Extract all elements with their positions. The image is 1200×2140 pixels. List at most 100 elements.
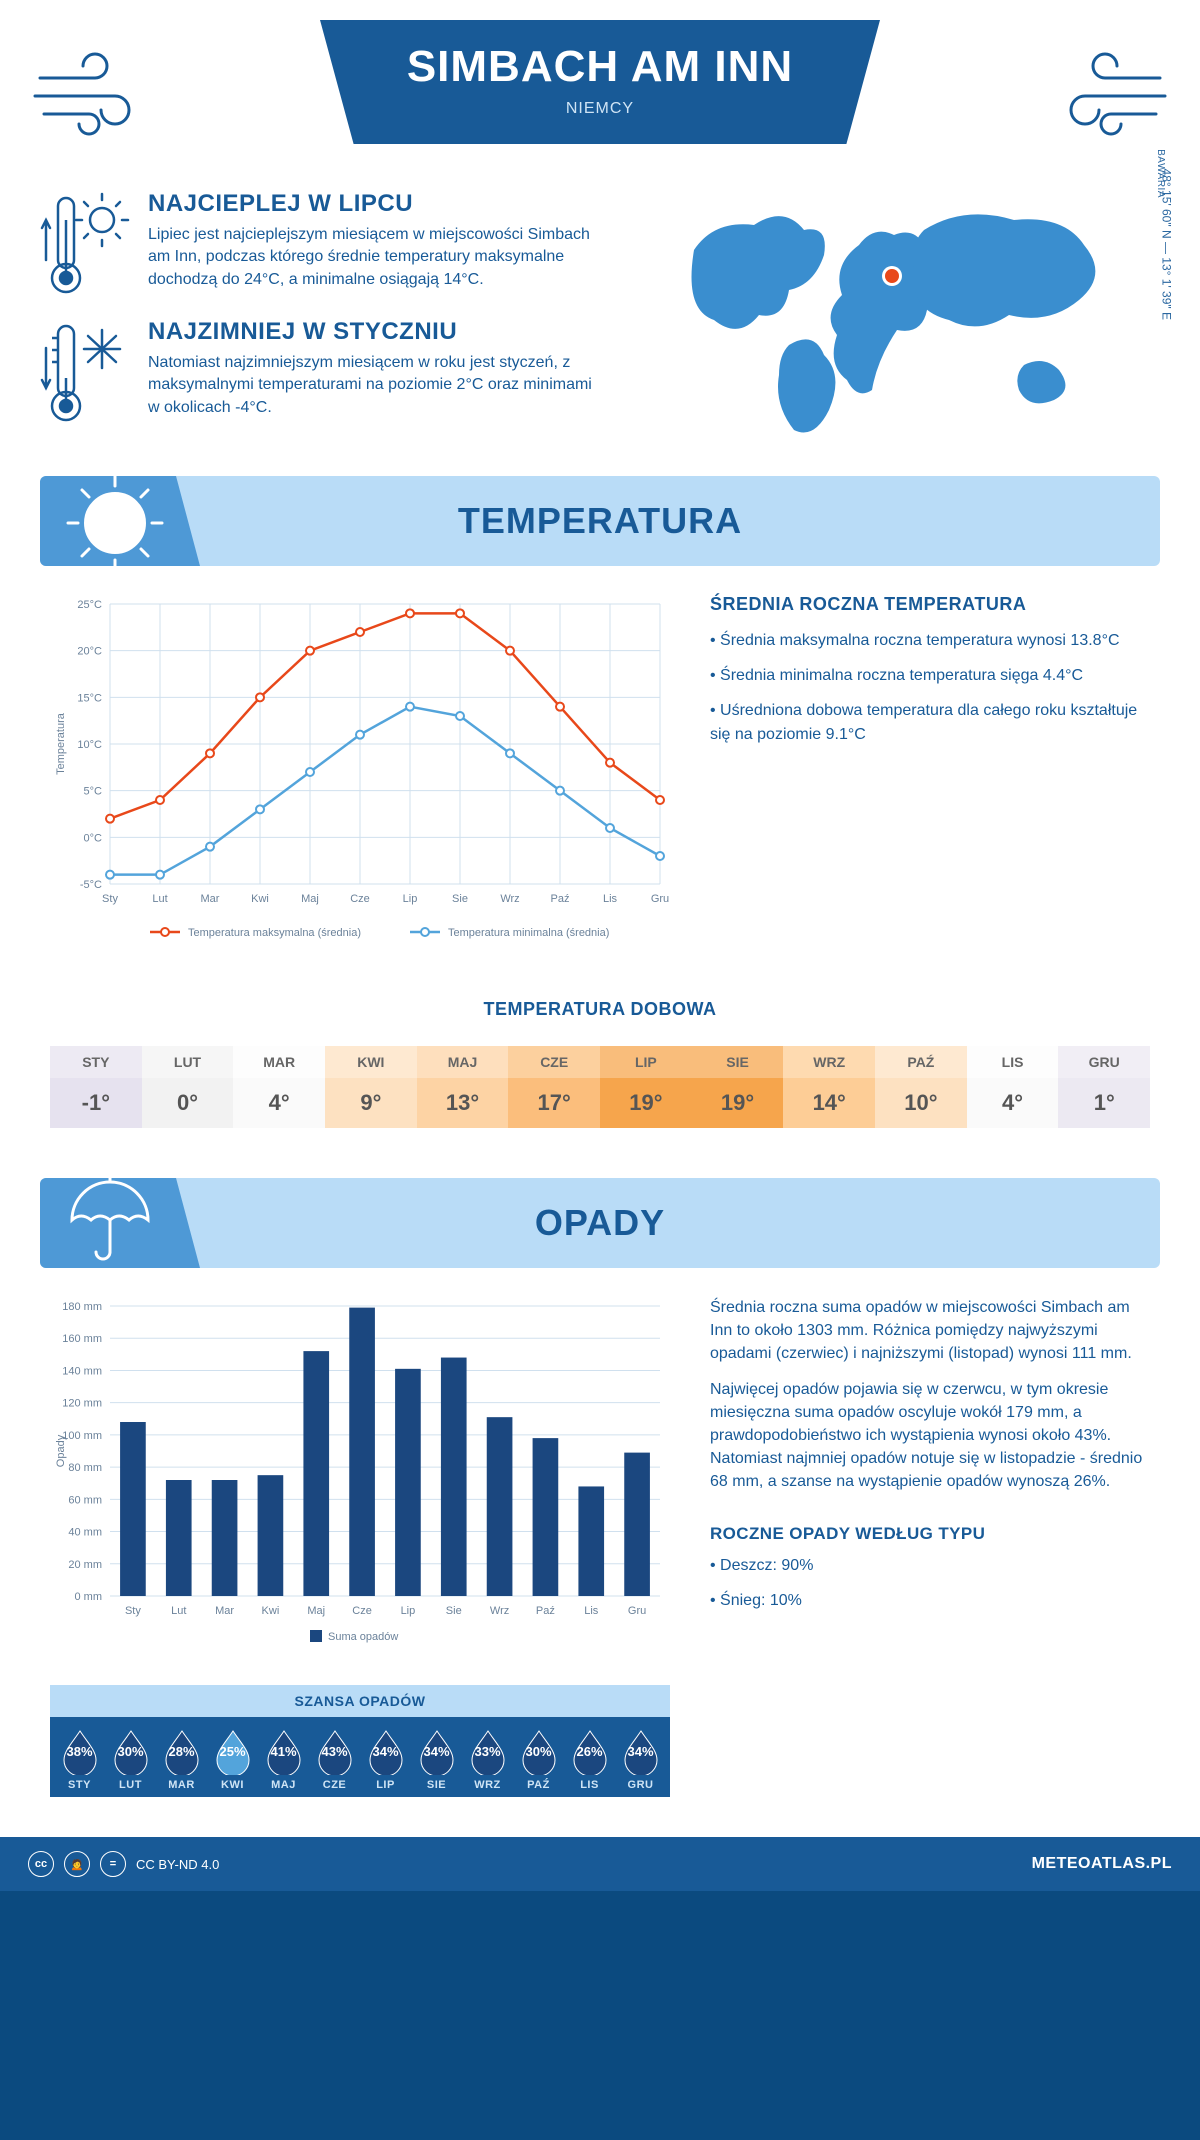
daily-temp-cell: KWI9°: [325, 1036, 417, 1138]
svg-text:Gru: Gru: [651, 893, 669, 905]
chance-cell: 38%STY: [54, 1727, 105, 1791]
footer: cc 🙍 = CC BY-ND 4.0 METEOATLAS.PL: [0, 1837, 1200, 1891]
temp-info-line: • Średnia maksymalna roczna temperatura …: [710, 629, 1150, 652]
chance-cell: 34%SIE: [411, 1727, 462, 1791]
chance-table: SZANSA OPADÓW 38%STY30%LUT28%MAR25%KWI41…: [50, 1685, 670, 1797]
svg-text:Sie: Sie: [446, 1605, 462, 1617]
svg-text:Paź: Paź: [551, 893, 570, 905]
svg-text:20 mm: 20 mm: [68, 1559, 102, 1571]
temperature-line-chart: -5°C0°C5°C10°C15°C20°C25°CStyLutMarKwiMa…: [50, 594, 670, 959]
svg-text:Maj: Maj: [301, 893, 319, 905]
section-title-temperature: TEMPERATURA: [40, 500, 1160, 542]
svg-text:Kwi: Kwi: [262, 1605, 280, 1617]
coldest-block: NAJZIMNIEJ W STYCZNIU Natomiast najzimni…: [40, 318, 598, 428]
license-text: CC BY-ND 4.0: [136, 1857, 219, 1872]
svg-text:-5°C: -5°C: [80, 879, 102, 891]
temperature-info: ŚREDNIA ROCZNA TEMPERATURA • Średnia mak…: [710, 594, 1150, 959]
svg-text:Lip: Lip: [401, 1605, 416, 1617]
svg-text:140 mm: 140 mm: [62, 1365, 102, 1377]
chance-cell: 34%GRU: [615, 1727, 666, 1791]
temp-info-heading: ŚREDNIA ROCZNA TEMPERATURA: [710, 594, 1150, 615]
daily-temp-cell: LIS4°: [967, 1036, 1059, 1138]
daily-temp-cell: GRU1°: [1058, 1036, 1150, 1138]
svg-text:100 mm: 100 mm: [62, 1430, 102, 1442]
svg-text:180 mm: 180 mm: [62, 1301, 102, 1313]
svg-text:0 mm: 0 mm: [75, 1591, 103, 1603]
sun-icon: [60, 468, 170, 583]
svg-text:Sie: Sie: [452, 893, 468, 905]
daily-temp-cell: PAŹ10°: [875, 1036, 967, 1138]
page-title: SIMBACH AM INN: [320, 42, 880, 92]
svg-text:5°C: 5°C: [84, 786, 103, 798]
svg-text:40 mm: 40 mm: [68, 1527, 102, 1539]
svg-text:25°C: 25°C: [77, 599, 102, 611]
precipitation-banner: OPADY: [40, 1178, 1160, 1268]
nd-icon: =: [100, 1851, 126, 1877]
warmest-text: Lipiec jest najcieplejszym miesiącem w m…: [148, 224, 598, 291]
svg-text:Sty: Sty: [125, 1605, 141, 1617]
temp-info-line: • Średnia minimalna roczna temperatura s…: [710, 664, 1150, 687]
world-map: BAWARIA 48° 15' 60" N — 13° 1' 39" E: [628, 190, 1160, 450]
chance-cell: 28%MAR: [156, 1727, 207, 1791]
warmest-heading: NAJCIEPLEJ W LIPCU: [148, 190, 598, 218]
by-icon: 🙍: [64, 1851, 90, 1877]
coldest-text: Natomiast najzimniejszym miesiącem w rok…: [148, 352, 598, 419]
svg-text:Mar: Mar: [201, 893, 220, 905]
svg-text:160 mm: 160 mm: [62, 1333, 102, 1345]
svg-text:Maj: Maj: [307, 1605, 325, 1617]
svg-text:Cze: Cze: [352, 1605, 372, 1617]
daily-temp-table: STY-1°LUT0°MAR4°KWI9°MAJ13°CZE17°LIP19°S…: [50, 1036, 1150, 1138]
title-banner: SIMBACH AM INN NIEMCY: [320, 20, 880, 144]
chance-cell: 41%MAJ: [258, 1727, 309, 1791]
daily-temp-title: TEMPERATURA DOBOWA: [20, 999, 1180, 1020]
daily-temp-cell: MAJ13°: [417, 1036, 509, 1138]
precipitation-bar-chart: 0 mm20 mm40 mm60 mm80 mm100 mm120 mm140 …: [50, 1296, 670, 1656]
svg-text:Lis: Lis: [584, 1605, 599, 1617]
chance-cell: 43%CZE: [309, 1727, 360, 1791]
temperature-banner: TEMPERATURA: [40, 476, 1160, 566]
precipitation-info: Średnia roczna suma opadów w miejscowośc…: [710, 1296, 1150, 1797]
svg-text:15°C: 15°C: [77, 692, 102, 704]
wind-icon: [30, 48, 160, 143]
umbrella-icon: [60, 1170, 160, 1275]
intro-section: NAJCIEPLEJ W LIPCU Lipiec jest najcieple…: [20, 190, 1180, 470]
svg-text:Wrz: Wrz: [490, 1605, 509, 1617]
svg-text:Temperatura: Temperatura: [55, 712, 67, 775]
svg-text:80 mm: 80 mm: [68, 1462, 102, 1474]
svg-text:Suma opadów: Suma opadów: [328, 1631, 398, 1643]
daily-temp-cell: CZE17°: [508, 1036, 600, 1138]
wind-icon: [1040, 48, 1170, 143]
svg-text:20°C: 20°C: [77, 646, 102, 658]
svg-text:Lis: Lis: [603, 893, 618, 905]
thermometer-cold-icon: [40, 318, 130, 428]
precip-type-heading: ROCZNE OPADY WEDŁUG TYPU: [710, 1524, 1150, 1544]
thermometer-hot-icon: [40, 190, 130, 300]
svg-text:Opady: Opady: [55, 1434, 67, 1467]
svg-text:120 mm: 120 mm: [62, 1398, 102, 1410]
chance-cell: 33%WRZ: [462, 1727, 513, 1791]
temp-info-line: • Uśredniona dobowa temperatura dla całe…: [710, 699, 1150, 745]
svg-text:Wrz: Wrz: [500, 893, 519, 905]
cc-icon: cc: [28, 1851, 54, 1877]
brand-text: METEOATLAS.PL: [1032, 1855, 1172, 1873]
svg-text:Lip: Lip: [403, 893, 418, 905]
daily-temp-cell: WRZ14°: [783, 1036, 875, 1138]
chance-cell: 25%KWI: [207, 1727, 258, 1791]
section-title-precipitation: OPADY: [40, 1202, 1160, 1244]
chance-title: SZANSA OPADÓW: [50, 1685, 670, 1717]
svg-text:Lut: Lut: [171, 1605, 186, 1617]
page-subtitle: NIEMCY: [320, 100, 880, 118]
chance-cell: 26%LIS: [564, 1727, 615, 1791]
svg-text:Gru: Gru: [628, 1605, 646, 1617]
svg-text:Paź: Paź: [536, 1605, 555, 1617]
coldest-heading: NAJZIMNIEJ W STYCZNIU: [148, 318, 598, 346]
daily-temp-cell: LUT0°: [142, 1036, 234, 1138]
chance-cell: 30%LUT: [105, 1727, 156, 1791]
coordinates: 48° 15' 60" N — 13° 1' 39" E: [1159, 169, 1173, 320]
svg-text:Lut: Lut: [152, 893, 167, 905]
svg-text:0°C: 0°C: [84, 832, 103, 844]
svg-text:Mar: Mar: [215, 1605, 234, 1617]
daily-temp-cell: MAR4°: [233, 1036, 325, 1138]
svg-text:Temperatura minimalna (średnia: Temperatura minimalna (średnia): [448, 927, 609, 939]
precip-info-p2: Najwięcej opadów pojawia się w czerwcu, …: [710, 1378, 1150, 1494]
